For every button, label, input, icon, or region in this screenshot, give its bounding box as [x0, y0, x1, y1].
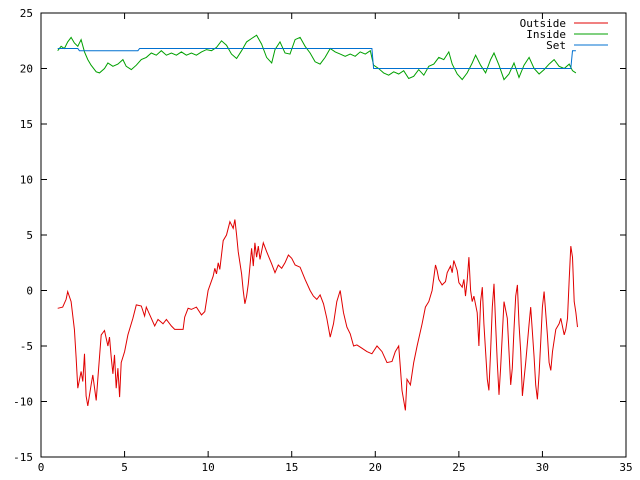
legend-label-inside: Inside: [526, 28, 566, 41]
legend-label-outside: Outside: [520, 17, 566, 30]
x-tick-label: 10: [202, 461, 215, 474]
axis-ticks: 0 5 10 15 20 25 30 35 -15 -10 -5 0 5 10 15 20 25: [13, 7, 633, 474]
series-line-outside: [57, 219, 578, 411]
x-tick-label: 30: [536, 461, 549, 474]
legend-label-set: Set: [546, 39, 566, 52]
x-tick-label: 20: [369, 461, 382, 474]
x-tick-label: 0: [38, 461, 45, 474]
y-tick-label: 5: [26, 229, 33, 242]
series-line-inside: [57, 34, 577, 81]
x-tick-label: 5: [121, 461, 128, 474]
y-tick-label: 15: [20, 118, 33, 131]
y-tick-label: -15: [13, 451, 33, 464]
x-tick-label: 15: [285, 461, 298, 474]
y-tick-label: 0: [26, 285, 33, 298]
y-tick-label: -10: [13, 396, 33, 409]
y-tick-label: -5: [20, 340, 33, 353]
series-lines: [57, 34, 578, 411]
x-tick-label: 35: [619, 461, 632, 474]
series-line-set: [57, 48, 576, 69]
y-tick-label: 10: [20, 174, 33, 187]
y-tick-label: 20: [20, 63, 33, 76]
y-tick-label: 25: [20, 7, 33, 20]
x-tick-label: 25: [452, 461, 465, 474]
